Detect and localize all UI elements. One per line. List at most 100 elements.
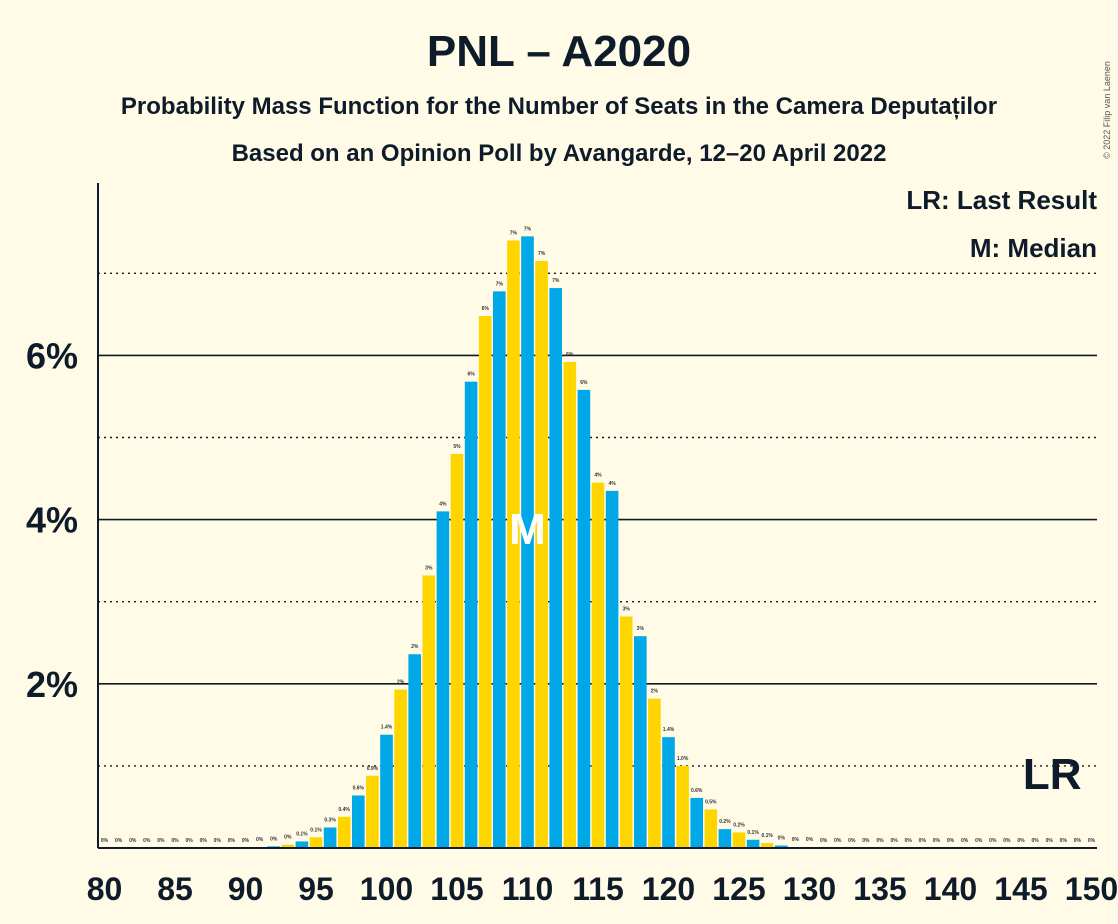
bar-seat-95 bbox=[309, 837, 323, 848]
bar-seat-108 bbox=[493, 291, 506, 848]
median-marker: M bbox=[509, 505, 546, 554]
bar-label-seat-103: 3% bbox=[425, 565, 433, 571]
bar-label-seat-137: 0% bbox=[905, 838, 913, 844]
chart-title: PNL – A2020 bbox=[427, 27, 691, 76]
bar-label-seat-136: 0% bbox=[890, 838, 898, 844]
x-tick-label: 110 bbox=[502, 871, 554, 907]
bar-label-seat-106: 6% bbox=[467, 372, 475, 378]
x-tick-label: 90 bbox=[228, 871, 264, 907]
bar-label-seat-83: 0% bbox=[143, 838, 151, 844]
bar-seat-125 bbox=[732, 832, 746, 848]
bar-label-seat-113: 6% bbox=[566, 352, 574, 358]
bar-label-seat-120: 1.4% bbox=[663, 727, 675, 733]
bar-seat-120 bbox=[662, 737, 675, 848]
bar-seat-98 bbox=[352, 795, 365, 848]
bar-label-seat-125: 0.2% bbox=[733, 822, 745, 828]
bar-label-seat-109: 7% bbox=[510, 230, 518, 236]
bar-value-labels: 0% 0% 0% 0% 0% 0% 0% 0% 0% 0% 0% 0% 0% 0%0.1%0.1%0.3%… bbox=[101, 226, 1096, 844]
x-tick-label: 140 bbox=[924, 871, 977, 907]
x-tick-label: 85 bbox=[157, 871, 193, 907]
bar-seat-106 bbox=[464, 381, 478, 848]
bar-seat-116 bbox=[605, 490, 619, 848]
bar-label-seat-85: 0% bbox=[171, 838, 179, 844]
bar-label-seat-105: 5% bbox=[453, 444, 461, 450]
bar-label-seat-142: 0% bbox=[975, 838, 983, 844]
bar-label-seat-147: 0% bbox=[1046, 838, 1054, 844]
bar-seat-115 bbox=[591, 482, 605, 848]
bar-seat-105 bbox=[450, 453, 464, 848]
x-tick-label: 135 bbox=[853, 871, 906, 907]
bar-label-seat-107: 6% bbox=[482, 306, 490, 312]
bar-seat-122 bbox=[690, 797, 703, 848]
bar-seat-111 bbox=[535, 260, 548, 848]
x-tick-label: 100 bbox=[360, 871, 413, 907]
x-tick-label: 105 bbox=[430, 871, 483, 907]
bar-label-seat-91: 0% bbox=[256, 837, 264, 843]
bar-label-seat-128: 0% bbox=[778, 836, 786, 842]
bar-label-seat-101: 2% bbox=[397, 680, 405, 686]
bar-label-seat-149: 0% bbox=[1074, 838, 1082, 844]
bar-label-seat-82: 0% bbox=[129, 838, 137, 844]
bar-label-seat-116: 4% bbox=[608, 481, 616, 487]
bar-seat-107 bbox=[478, 316, 492, 848]
bar-seat-128 bbox=[775, 845, 788, 848]
bar-label-seat-118: 3% bbox=[637, 626, 645, 632]
bar-seat-127 bbox=[760, 843, 774, 848]
bar-label-seat-81: 0% bbox=[115, 838, 123, 844]
bar-seat-114 bbox=[577, 389, 591, 848]
bar-seat-94 bbox=[295, 841, 309, 848]
y-tick-label: 2% bbox=[26, 664, 78, 705]
bar-seat-123 bbox=[704, 809, 718, 848]
bar-label-seat-129: 0% bbox=[792, 837, 800, 843]
bar-seat-103 bbox=[422, 575, 436, 848]
bar-label-seat-150: 0% bbox=[1088, 838, 1096, 844]
bar-label-seat-130: 0% bbox=[806, 837, 814, 843]
bar-label-seat-148: 0% bbox=[1060, 838, 1068, 844]
bar-label-seat-89: 0% bbox=[228, 838, 236, 844]
x-tick-label: 150 bbox=[1065, 871, 1118, 907]
y-tick-label: 6% bbox=[26, 335, 78, 376]
bar-label-seat-80: 0% bbox=[101, 838, 109, 844]
x-tick-label: 130 bbox=[783, 871, 836, 907]
bar-label-seat-131: 0% bbox=[820, 838, 828, 844]
y-tick-label: 4% bbox=[26, 500, 78, 541]
bar-label-seat-108: 7% bbox=[496, 281, 504, 287]
bar-seat-117 bbox=[619, 616, 633, 848]
bar-label-seat-114: 6% bbox=[580, 380, 588, 386]
x-tick-label: 95 bbox=[298, 871, 334, 907]
bar-label-seat-98: 0.6% bbox=[353, 785, 365, 791]
bar-label-seat-146: 0% bbox=[1031, 838, 1039, 844]
bar-label-seat-126: 0.1% bbox=[747, 830, 759, 836]
x-tick-label: 115 bbox=[572, 871, 624, 907]
bar-label-seat-93: 0% bbox=[284, 835, 292, 841]
bar-seat-96 bbox=[323, 827, 337, 848]
bar-seat-119 bbox=[648, 698, 661, 848]
y-tick-labels: 2% 4% 6% bbox=[26, 335, 78, 704]
bar-label-seat-144: 0% bbox=[1003, 838, 1011, 844]
bar-label-seat-88: 0% bbox=[214, 838, 222, 844]
bar-label-seat-86: 0% bbox=[185, 838, 193, 844]
bar-label-seat-96: 0.3% bbox=[324, 817, 336, 823]
bar-label-seat-100: 1.4% bbox=[381, 725, 393, 731]
bar-seat-118 bbox=[634, 636, 647, 848]
bar-seat-112 bbox=[549, 288, 562, 848]
bar-seat-113 bbox=[563, 361, 577, 848]
x-tick-label: 80 bbox=[87, 871, 123, 907]
chart-subtitle-1: Probability Mass Function for the Number… bbox=[121, 93, 997, 120]
bar-label-seat-104: 4% bbox=[439, 501, 447, 507]
bar-seat-104 bbox=[436, 511, 450, 848]
bar-label-seat-138: 0% bbox=[919, 838, 927, 844]
x-tick-label: 120 bbox=[642, 871, 695, 907]
bar-seat-99 bbox=[366, 775, 379, 848]
bar-label-seat-112: 7% bbox=[552, 278, 560, 284]
bar-label-seat-119: 2% bbox=[651, 689, 659, 695]
bar-label-seat-141: 0% bbox=[961, 838, 969, 844]
last-result-marker: LR bbox=[1023, 750, 1082, 799]
bar-label-seat-117: 3% bbox=[623, 606, 631, 612]
bar-label-seat-121: 1.0% bbox=[677, 756, 689, 762]
bar-label-seat-145: 0% bbox=[1017, 838, 1025, 844]
bar-label-seat-111: 7% bbox=[538, 251, 546, 257]
bar-seat-109 bbox=[507, 240, 520, 849]
x-tick-label: 145 bbox=[994, 871, 1047, 907]
